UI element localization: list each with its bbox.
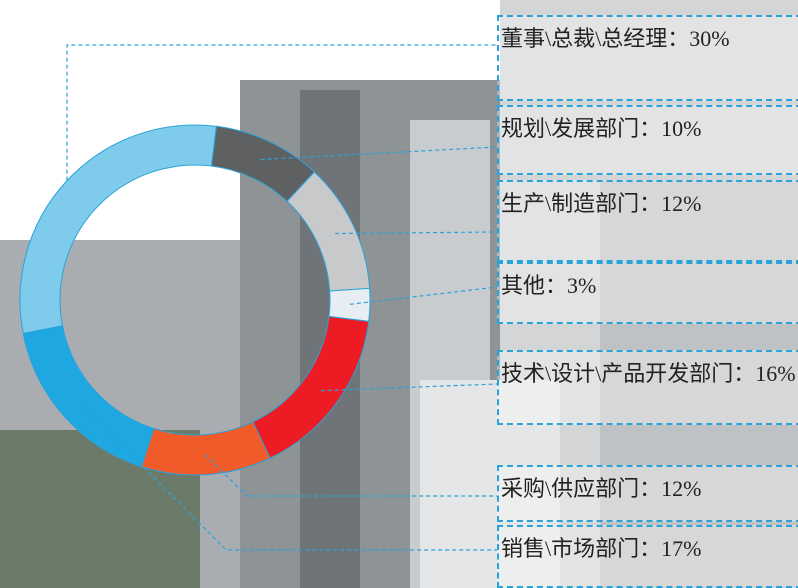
leader-line <box>349 286 498 305</box>
category-label: 销售\市场部门： <box>501 536 662 561</box>
value-label: 30% <box>689 26 730 51</box>
label-box: 生产\制造部门：12% <box>497 180 798 262</box>
value-label: 3% <box>567 273 597 298</box>
label-box: 采购\供应部门：12% <box>497 465 798 522</box>
category-label: 规划\发展部门： <box>501 116 662 141</box>
category-label: 生产\制造部门： <box>501 191 662 216</box>
category-label: 董事\总裁\总经理： <box>501 26 690 51</box>
category-label: 其他： <box>501 273 568 298</box>
value-label: 12% <box>661 476 702 501</box>
label-box: 销售\市场部门：17% <box>497 525 798 588</box>
label-box: 规划\发展部门：10% <box>497 105 798 175</box>
label-box: 技术\设计\产品开发部门：16% <box>497 350 798 425</box>
value-label: 16% <box>755 361 796 386</box>
leader-line <box>335 231 498 235</box>
value-label: 10% <box>661 116 702 141</box>
leader-line <box>66 44 497 181</box>
label-box: 其他：3% <box>497 262 798 324</box>
category-label: 采购\供应部门： <box>501 476 662 501</box>
donut-segment <box>19 124 217 334</box>
donut-segment <box>328 287 371 322</box>
value-label: 17% <box>661 536 702 561</box>
leader-line <box>320 383 498 392</box>
label-box: 董事\总裁\总经理：30% <box>497 15 798 101</box>
leader-line <box>78 402 497 551</box>
leader-line <box>204 454 497 497</box>
leader-line <box>260 146 498 161</box>
category-label: 技术\设计\产品开发部门： <box>501 361 756 386</box>
value-label: 12% <box>661 191 702 216</box>
